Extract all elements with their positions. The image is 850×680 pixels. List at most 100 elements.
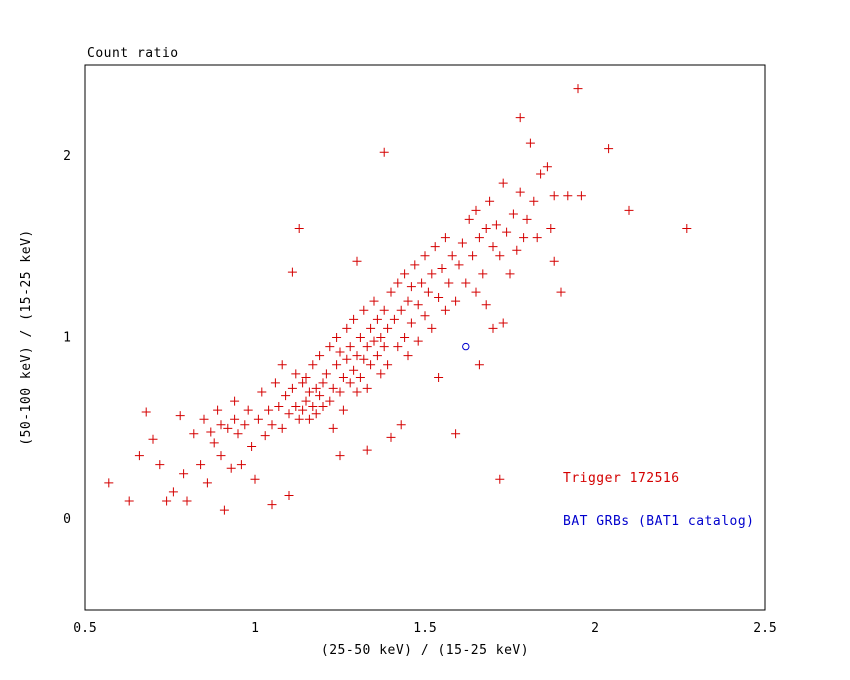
- data-point-plus: [311, 383, 321, 393]
- data-point-plus: [209, 438, 219, 448]
- data-point-plus: [515, 187, 525, 197]
- y-tick-label: 1: [63, 331, 71, 346]
- data-point-plus: [219, 505, 229, 515]
- data-point-plus: [376, 333, 386, 342]
- data-point-plus: [396, 420, 406, 430]
- data-point-plus: [451, 429, 461, 439]
- data-point-plus: [335, 451, 345, 461]
- data-point-plus: [386, 432, 396, 442]
- data-point-plus: [277, 423, 287, 433]
- data-point-plus: [291, 369, 301, 379]
- data-point-plus: [328, 383, 338, 393]
- data-point-plus: [444, 278, 454, 288]
- data-point-plus: [355, 333, 365, 342]
- data-point-plus: [294, 414, 304, 424]
- data-point-plus: [498, 178, 508, 188]
- data-point-plus: [379, 147, 389, 157]
- data-point-plus: [682, 224, 692, 233]
- data-point-plus: [437, 263, 447, 273]
- data-point-plus: [281, 391, 291, 401]
- data-point-plus: [196, 460, 206, 470]
- data-point-plus: [549, 191, 559, 201]
- data-point-plus: [525, 138, 535, 148]
- data-point-plus: [182, 496, 192, 506]
- data-point-plus: [134, 451, 144, 461]
- y-tick-label: 2: [63, 149, 71, 164]
- legend-item-trigger: Trigger 172516: [563, 471, 680, 486]
- data-point-plus: [355, 372, 365, 382]
- data-point-plus: [430, 242, 440, 252]
- data-point-plus: [495, 251, 505, 261]
- x-tick-label: 0.5: [73, 621, 96, 636]
- chart-title: Count ratio: [87, 46, 179, 61]
- data-point-plus: [519, 233, 529, 243]
- x-tick-label: 1.5: [413, 621, 436, 636]
- data-point-plus: [410, 260, 420, 270]
- data-point-plus: [471, 205, 481, 215]
- data-point-plus: [338, 372, 348, 382]
- data-point-plus: [304, 387, 314, 397]
- data-point-plus: [515, 113, 525, 123]
- data-point-plus: [372, 314, 382, 324]
- data-point-plus: [546, 224, 556, 233]
- data-point-plus: [352, 256, 362, 266]
- data-point-plus: [413, 300, 423, 310]
- data-point-plus: [423, 287, 433, 297]
- y-axis-label: (50-100 keV) / (15-25 keV): [19, 229, 34, 446]
- data-point-plus: [284, 491, 294, 501]
- data-point-plus: [318, 378, 328, 388]
- data-point-plus: [440, 233, 450, 243]
- data-point-plus: [298, 405, 308, 415]
- data-point-plus: [379, 305, 389, 315]
- data-point-plus: [451, 296, 461, 306]
- data-point-plus: [379, 342, 389, 352]
- data-point-plus: [287, 267, 297, 277]
- data-point-plus: [349, 314, 359, 324]
- data-point-plus: [338, 405, 348, 415]
- data-point-plus: [304, 414, 314, 424]
- data-point-plus: [345, 378, 355, 388]
- data-point-plus: [563, 191, 573, 201]
- data-point-plus: [485, 196, 495, 206]
- data-point-plus: [529, 196, 539, 206]
- data-point-plus: [389, 314, 399, 324]
- data-point-plus: [318, 402, 328, 412]
- data-point-plus: [491, 220, 501, 230]
- data-point-plus: [335, 347, 345, 357]
- data-point-plus: [168, 487, 178, 497]
- data-point-plus: [321, 369, 331, 379]
- data-point-plus: [488, 323, 498, 333]
- data-point-plus: [332, 360, 342, 370]
- data-point-plus: [556, 287, 566, 297]
- data-point-plus: [277, 360, 287, 370]
- data-point-plus: [104, 478, 114, 488]
- data-point-plus: [362, 383, 372, 393]
- data-point-plus: [536, 169, 546, 179]
- data-point-plus: [413, 336, 423, 346]
- data-point-plus: [376, 369, 386, 379]
- data-point-plus: [502, 227, 512, 237]
- data-point-plus: [474, 360, 484, 370]
- x-tick-label: 2.5: [753, 621, 776, 636]
- data-point-plus: [179, 469, 189, 479]
- data-point-plus: [213, 405, 223, 415]
- data-point-plus: [328, 423, 338, 433]
- data-point-plus: [420, 311, 430, 321]
- data-point-plus: [366, 360, 376, 370]
- data-point-plus: [311, 409, 321, 419]
- data-point-plus: [386, 287, 396, 297]
- data-point-plus: [298, 378, 308, 388]
- data-point-plus: [308, 360, 318, 370]
- data-point-plus: [468, 251, 478, 261]
- data-point-plus: [508, 209, 518, 219]
- data-point-plus: [264, 405, 274, 415]
- data-point-plus: [454, 260, 464, 270]
- data-point-plus: [349, 365, 359, 375]
- data-point-plus: [366, 323, 376, 333]
- data-point-plus: [270, 378, 280, 388]
- data-point-plus: [315, 391, 325, 401]
- data-point-plus: [162, 496, 172, 506]
- data-point-plus: [301, 372, 311, 382]
